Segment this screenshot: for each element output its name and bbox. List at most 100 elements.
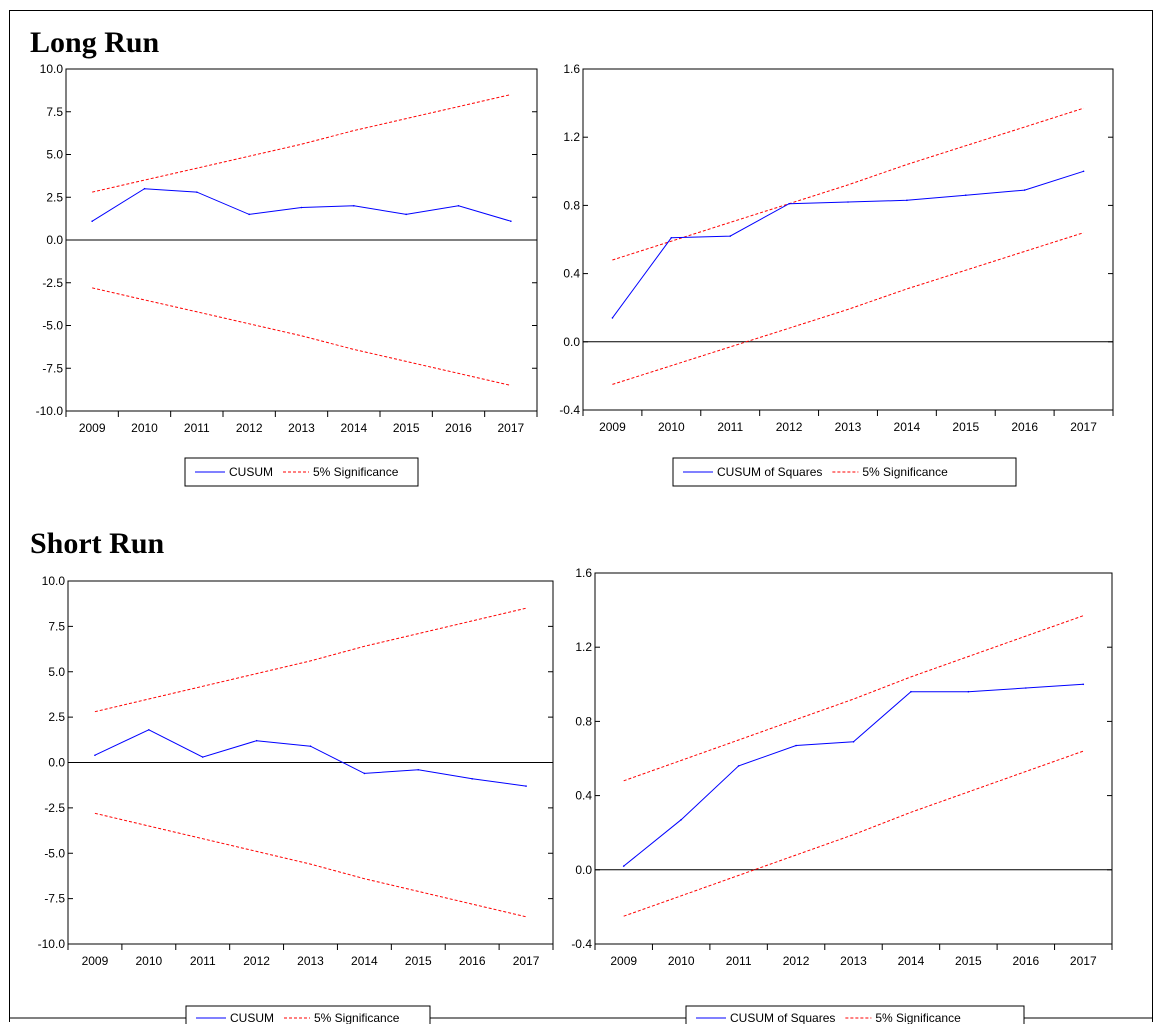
legend-label-series: CUSUM of Squares [717, 465, 822, 479]
x-tick-label: 2013 [840, 954, 867, 968]
series-line-short-cusum [94, 729, 527, 787]
y-tick-label: -5.0 [44, 846, 65, 860]
significance-bound-upper [623, 615, 1084, 782]
series-point [94, 754, 96, 757]
legend: CUSUM of Squares 5% Significance [672, 457, 1017, 487]
y-tick-label: -7.5 [42, 361, 63, 375]
y-tick-label: -5.0 [42, 319, 63, 333]
series-point [148, 729, 150, 731]
legend: CUSUM 5% Significance [184, 457, 419, 487]
y-tick-label: 0.4 [575, 789, 592, 803]
x-tick-label: 2015 [393, 421, 420, 435]
series-point [525, 785, 527, 787]
x-tick-label: 2015 [955, 954, 982, 968]
series-point [143, 187, 146, 190]
section-title-short-run: Short Run [30, 527, 165, 560]
y-tick-label: 0.0 [48, 756, 65, 770]
plot-area [594, 572, 1113, 945]
series-point [255, 739, 258, 742]
x-tick-label: 2017 [513, 954, 540, 968]
chart-short-cusumsq: 1.6 1.2 0.8 0.4 0.0 -0.4 2009 2010 2011 2012 2013 2… [571, 566, 1113, 1024]
series-point [737, 765, 740, 767]
y-tick-label: 0.8 [575, 714, 592, 728]
section-title-long-run: Long Run [30, 26, 160, 59]
y-tick-label: -10.0 [36, 404, 64, 418]
series-point [417, 768, 420, 771]
series-point [201, 756, 204, 758]
series-point [906, 199, 908, 202]
x-tick-label: 2010 [135, 954, 162, 968]
x-tick-label: 2012 [236, 421, 263, 435]
figure-frame [9, 10, 1153, 1022]
x-tick-label: 2010 [668, 954, 695, 968]
x-tick-label: 2011 [726, 954, 752, 968]
x-tick-label: 2009 [82, 954, 109, 968]
x-tick-label: 2017 [497, 421, 524, 435]
chart-short-cusum: 10.0 7.5 5.0 2.5 0.0 -2.5 -5.0 -7.5 -10.0 2009 201… [38, 574, 554, 1024]
y-tick-label: 0.0 [46, 233, 63, 247]
x-tick-label: 2015 [405, 954, 432, 968]
legend-label-significance: 5% Significance [313, 465, 399, 479]
x-tick-label: 2011 [184, 421, 210, 435]
chart-long-cusumsq: 1.6 1.2 0.8 0.4 0.0 -0.4 2009 2010 2011 2012 2013 2… [559, 62, 1114, 487]
series-point [91, 220, 93, 222]
x-tick-label: 2014 [894, 420, 921, 434]
series-point [309, 745, 312, 747]
y-tick-label: 7.5 [46, 105, 63, 119]
series-point [300, 206, 303, 209]
x-tick-label: 2016 [1011, 420, 1038, 434]
y-tick-label: 2.5 [48, 710, 65, 724]
x-tick-label: 2014 [340, 421, 367, 435]
significance-bound-lower [94, 812, 527, 918]
legend: CUSUM 5% Significance [185, 1005, 431, 1024]
series-point [967, 690, 970, 693]
series-point [847, 201, 849, 203]
y-tick-label: 0.4 [563, 267, 580, 281]
x-tick-label: 2012 [776, 420, 803, 434]
x-tick-label: 2012 [243, 954, 270, 968]
series-line-long-cusum [91, 188, 511, 222]
y-tick-label: -2.5 [42, 276, 63, 290]
series-point [680, 818, 682, 821]
series-point [964, 194, 967, 196]
y-tick-label: -0.4 [559, 403, 580, 417]
x-tick-label: 2012 [783, 954, 810, 968]
chart-long-cusum: 10.0 7.5 5.0 2.5 0.0 -2.5 -5.0 -7.5 -10.0 2009 201… [36, 62, 538, 487]
legend-label-series: CUSUM of Squares [730, 1011, 835, 1024]
series-point [729, 235, 732, 237]
x-tick-label: 2016 [445, 421, 472, 435]
series-point [248, 213, 250, 216]
significance-bound-lower [623, 750, 1084, 917]
series-point [1082, 683, 1085, 686]
series-point [1023, 189, 1026, 191]
x-tick-label: 2016 [1012, 954, 1039, 968]
y-tick-label: 1.6 [575, 566, 592, 580]
x-tick-label: 2010 [658, 420, 685, 434]
legend-label-series: CUSUM [229, 465, 273, 479]
series-line-long-cusumsq [611, 170, 1084, 319]
y-tick-label: 1.2 [575, 640, 592, 654]
legend-label-significance: 5% Significance [314, 1011, 400, 1024]
y-tick-label: 5.0 [46, 148, 63, 162]
x-tick-label: 2013 [835, 420, 862, 434]
y-tick-label: 10.0 [40, 62, 64, 76]
y-tick-label: -7.5 [44, 892, 65, 906]
series-point [1082, 170, 1085, 173]
series-point [852, 741, 855, 743]
series-point [1025, 687, 1027, 689]
x-tick-label: 2016 [459, 954, 486, 968]
y-tick-label: -2.5 [44, 801, 65, 815]
x-tick-label: 2011 [717, 420, 743, 434]
y-tick-label: 0.8 [563, 198, 580, 212]
x-tick-label: 2009 [599, 420, 626, 434]
legend-label-significance: 5% Significance [875, 1011, 961, 1024]
y-tick-label: 5.0 [48, 665, 65, 679]
y-tick-label: -0.4 [571, 937, 592, 951]
series-point [471, 778, 473, 780]
y-tick-label: 2.5 [46, 190, 63, 204]
y-tick-label: 0.0 [575, 863, 592, 877]
x-tick-label: 2013 [297, 954, 324, 968]
y-tick-label: 1.2 [563, 130, 580, 144]
series-point [353, 205, 355, 207]
